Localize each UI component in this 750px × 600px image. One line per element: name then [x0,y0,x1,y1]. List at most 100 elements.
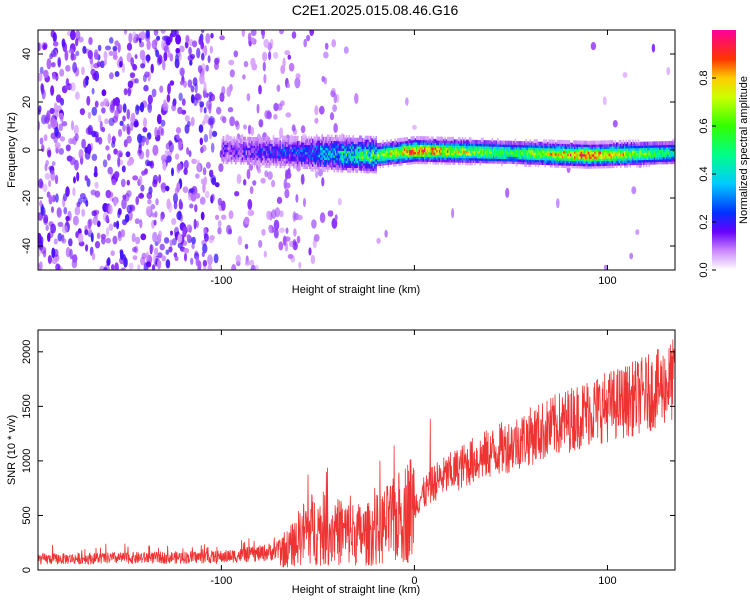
spectrogram-signal-cell [299,140,302,145]
spectrogram-signal-cell [456,146,459,151]
spectrogram-signal-cell [356,145,359,149]
spectrogram-signal-cell [280,159,283,164]
spectrogram-signal-cell [507,145,510,150]
spectrogram-signal-cell [507,150,510,155]
spectrogram-signal-cell [387,141,390,146]
spectrogram-signal-cell [455,151,457,156]
spectrogram-signal-cell [533,155,536,160]
spectrogram-signal-cell [418,143,421,148]
spectrogram-noise-cell [226,86,232,98]
spectrogram-signal-cell [441,136,444,141]
spectrogram-signal-cell [287,159,290,164]
spectrogram-signal-cell [567,142,569,147]
spectrogram-signal-cell [338,149,341,154]
spectrogram-signal-cell [276,137,279,142]
spectrogram-signal-cell [264,163,267,168]
spectrogram-signal-cell [565,159,568,164]
spectrogram-signal-cell [503,159,506,164]
spectrogram-signal-cell [505,140,507,145]
spectrogram-signal-cell [363,150,365,154]
spectrogram-signal-cell [313,138,315,143]
spectrogram-signal-cell [567,140,569,145]
spectrogram-noise-cell [47,149,52,158]
spectrogram-signal-cell [367,169,369,174]
spectrogram-signal-cell [586,140,588,145]
spectrogram-signal-cell [629,151,631,156]
spectrogram-signal-cell [609,142,611,147]
spectrogram-signal-cell [326,134,329,139]
spectrogram-signal-cell [463,139,465,144]
spectrogram-signal-cell [256,153,259,158]
spectrogram-signal-cell [478,140,480,144]
spectrogram-signal-cell [260,139,263,144]
spectrogram-signal-cell [529,160,532,165]
spectrogram-signal-cell [432,155,434,160]
spectrogram-signal-cell [610,161,613,166]
spectrogram-signal-cell [222,157,225,162]
spectrogram-signal-cell [318,163,321,167]
spectrogram-signal-cell [493,159,495,164]
spectrogram-signal-cell [464,142,467,146]
spectrogram-noise-cell [217,197,223,206]
spectrogram-signal-cell [371,164,373,169]
spectrogram-signal-cell [409,155,411,160]
spectrogram-noise-cell [200,211,205,221]
spectrogram-signal-cell [317,160,319,165]
spectrogram-noise-cell [127,80,134,89]
spectrogram-signal-cell [567,154,569,159]
spectrogram-signal-cell [233,146,236,150]
spectrogram-noise-cell [91,130,97,138]
spectrogram-signal-cell [357,142,360,147]
spectrogram-signal-cell [538,141,541,146]
spectrogram-signal-cell [636,158,638,163]
spectrogram-signal-cell [344,149,346,154]
spectrogram-signal-cell [253,156,256,161]
spectrogram-signal-cell [253,139,256,144]
spectrogram-signal-cell [375,160,377,164]
spectrogram-signal-cell [467,161,469,166]
spectrogram-noise-cell [266,210,272,220]
spectrogram-signal-cell [637,156,640,161]
spectrogram-signal-cell [580,145,583,150]
spectrogram-noise-cell [138,193,145,199]
spectrogram-signal-cell [428,150,430,155]
spectrogram-signal-cell [360,145,363,150]
spectrogram-signal-cell [478,156,480,161]
spectrogram-signal-cell [472,156,475,161]
spectrogram-signal-cell [428,136,430,141]
spectrogram-signal-cell [252,146,255,151]
spectrogram-signal-cell [367,159,369,164]
spectrogram-signal-cell [297,148,299,152]
spectrogram-signal-cell [237,153,240,158]
spectrogram-signal-cell [259,163,261,168]
spectrogram-signal-cell [629,139,631,144]
spectrogram-noise-cell [131,31,137,42]
spectrogram-signal-cell [514,148,517,153]
spectrogram-signal-cell [257,139,260,144]
spectrogram-signal-cell [582,147,584,152]
spectrogram-signal-cell [249,141,252,146]
spectrogram-signal-cell [402,137,404,142]
spectrogram-signal-cell [375,145,377,150]
spectrogram-signal-cell [309,160,311,165]
spectrogram-signal-cell [457,141,460,146]
spectrogram-signal-cell [491,159,494,164]
spectrogram-noise-cell [250,37,255,44]
spectrogram-signal-cell [629,156,631,161]
spectrogram-signal-cell [282,159,284,164]
spectrogram-signal-cell [475,151,477,156]
spectrogram-noise-cell [193,218,197,230]
spectrogram-signal-cell [656,160,659,165]
spectrogram-noise-cell [107,153,111,161]
spectrogram-signal-cell [448,153,450,158]
spectrogram-signal-cell [359,145,361,150]
spectrogram-signal-cell [671,143,673,148]
spectrogram-signal-cell [433,148,436,153]
spectrogram-signal-cell [311,153,314,158]
spectrogram-signal-cell [430,138,433,143]
spectrogram-signal-cell [520,160,522,165]
spectrogram-signal-cell [472,142,475,147]
spectrogram-signal-cell [428,145,430,150]
spectrogram-signal-cell [609,152,611,157]
spectrogram-signal-cell [657,150,660,155]
